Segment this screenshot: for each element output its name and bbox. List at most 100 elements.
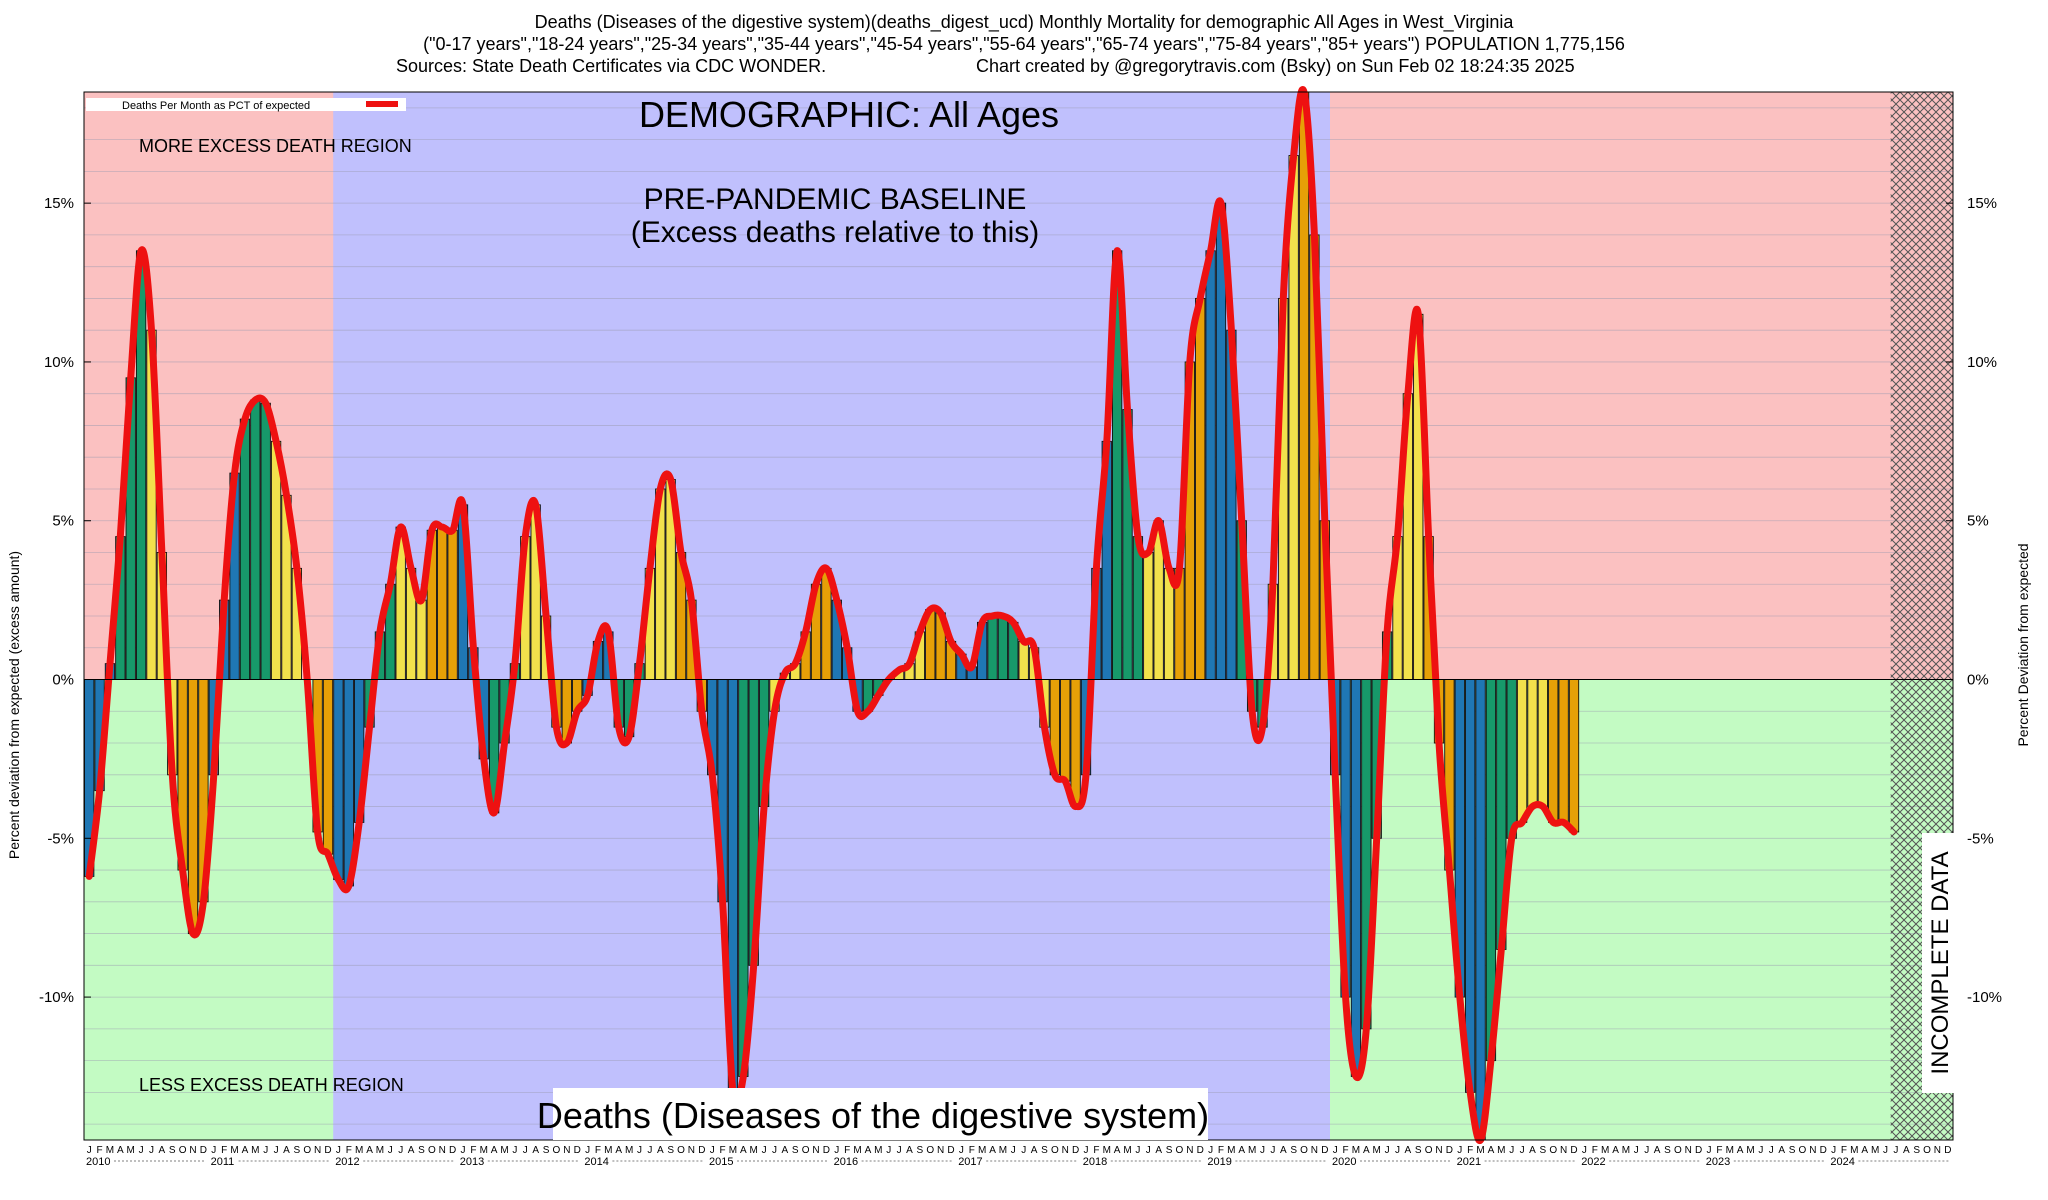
x-month-label: F [720,1145,726,1156]
x-month-label: J [1270,1145,1275,1156]
x-month-label: J [1706,1145,1711,1156]
x-month-label: N [1186,1145,1193,1156]
y-tick-label: -10% [39,989,74,1006]
legend: Deaths Per Month as PCT of expected [86,98,406,112]
x-year-label: 2017 [958,1156,982,1168]
x-month-label: M [1248,1145,1256,1156]
x-year-label: 2021 [1457,1156,1481,1168]
x-month-label: A [1238,1145,1245,1156]
x-month-label: J [1509,1145,1514,1156]
data-bar [1132,536,1144,680]
x-month-label: A [1903,1145,1910,1156]
data-bar [1195,297,1206,680]
x-month-label: D [449,1145,456,1156]
x-month-label: J [1582,1145,1587,1156]
x-month-label: M [1227,1145,1235,1156]
x-month-label: J [1021,1145,1026,1156]
y-tick-label: 10% [44,354,74,371]
data-bar [997,615,1009,680]
data-bar [1350,679,1362,1077]
data-bar [1537,679,1548,807]
x-month-label: S [543,1145,550,1156]
x-year-label: 2024 [1830,1156,1854,1168]
x-month-label: A [1861,1145,1868,1156]
x-year-label: 2019 [1207,1156,1231,1168]
data-bar [416,599,427,680]
legend-label: Deaths Per Month as PCT of expected [122,100,310,112]
y-tick-label: 0% [52,672,74,689]
x-month-label: A [1363,1145,1370,1156]
data-bar [333,679,344,881]
x-month-label: F [1592,1145,1598,1156]
x-month-label: F [97,1145,103,1156]
x-month-label: N [937,1145,944,1156]
x-month-label: N [189,1145,196,1156]
data-bar [250,399,261,680]
x-month-label: A [159,1145,166,1156]
x-month-label: A [1114,1145,1121,1156]
x-month-label: F [969,1145,975,1156]
x-month-label: O [1300,1145,1308,1156]
chart-subtitle: Deaths (Diseases of the digestive system… [537,1095,1209,1136]
data-bar [322,679,334,855]
x-month-label: J [211,1145,216,1156]
x-month-label: J [585,1145,590,1156]
x-year-label: 2012 [335,1156,359,1168]
x-month-label: A [1612,1145,1619,1156]
x-month-label: D [1820,1145,1827,1156]
x-month-label: M [376,1145,384,1156]
x-year-label: 2013 [460,1156,484,1168]
x-month-label: A [782,1145,789,1156]
x-month-label: J [1083,1145,1088,1156]
x-month-label: J [710,1145,715,1156]
x-month-label: J [1883,1145,1888,1156]
x-month-label: J [1831,1145,1836,1156]
x-month-label: S [667,1145,674,1156]
x-month-label: A [740,1145,747,1156]
data-bar [1506,679,1517,839]
x-month-label: D [1695,1145,1702,1156]
x-month-label: F [1093,1145,1099,1156]
x-month-label: O [303,1145,311,1156]
x-month-label: M [500,1145,508,1156]
less-excess-label: LESS EXCESS DEATH REGION [139,1075,404,1095]
chart-title: DEMOGRAPHIC: All Ages [639,94,1059,135]
chart-header-line2: ("0-17 years","18-24 years","25-34 years… [423,34,1625,54]
x-month-label: M [978,1145,986,1156]
x-month-label: J [336,1145,341,1156]
baseline-subtitle: (Excess deaths relative to this) [631,216,1040,249]
x-month-label: M [625,1145,633,1156]
x-month-label: M [1601,1145,1609,1156]
chart-sources: Sources: State Death Certificates via CD… [396,56,827,76]
x-month-label: F [470,1145,476,1156]
x-month-label: D [698,1145,705,1156]
x-month-label: M [1497,1145,1505,1156]
y-tick-label-right: 15% [1967,195,1997,212]
data-bar [1205,250,1216,680]
x-month-label: O [1051,1145,1059,1156]
x-month-label: D [1072,1145,1079,1156]
trend-line [85,86,1578,1144]
x-month-label: J [523,1145,528,1156]
x-month-label: O [677,1145,685,1156]
x-month-label: J [1260,1145,1265,1156]
x-month-label: J [149,1145,154,1156]
x-month-label: J [1634,1145,1639,1156]
x-month-label: J [772,1145,777,1156]
x-month-label: M [480,1145,488,1156]
x-month-label: J [1644,1145,1649,1156]
x-month-label: N [1809,1145,1816,1156]
x-month-label: J [1395,1145,1400,1156]
y-axis-label: Percent deviation from expected (excess … [6,551,22,859]
x-month-label: J [512,1145,517,1156]
data-bar [1558,679,1569,823]
x-month-label: J [1893,1145,1898,1156]
x-month-label: S [1664,1145,1671,1156]
x-month-label: M [1622,1145,1630,1156]
x-month-label: O [802,1145,810,1156]
x-month-label: M [853,1145,861,1156]
more-excess-label: MORE EXCESS DEATH REGION [139,136,412,156]
x-month-label: M [999,1145,1007,1156]
x-month-label: M [1746,1145,1754,1156]
